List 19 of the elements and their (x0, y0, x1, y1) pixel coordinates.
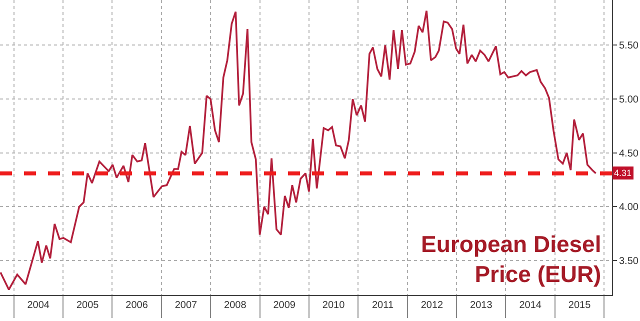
x-tick-label: 2012 (420, 300, 444, 311)
x-tick-label: 2010 (322, 300, 346, 311)
x-tick-label: 2009 (273, 300, 296, 311)
x-tick-label: 2014 (519, 300, 542, 311)
annotation: European Diesel Price (EUR) (421, 231, 602, 287)
x-tick-label: 2007 (174, 300, 198, 311)
x-tick-label: 2015 (568, 300, 592, 311)
y-tick-label: 4.50 (619, 148, 639, 160)
x-tick-label: 2013 (470, 300, 493, 311)
x-tick-label: 2005 (76, 300, 100, 311)
x-tick-label: 2008 (224, 300, 247, 311)
y-tick-label: 3.50 (619, 256, 639, 268)
x-tick-label: 2006 (126, 300, 148, 311)
y-tick-label: 5.00 (619, 94, 639, 106)
x-tick-label: 2011 (372, 300, 394, 311)
y-tick-label: 4.00 (619, 202, 639, 214)
ref-line-label: 4.31 (614, 168, 632, 178)
x-tick-label: 2004 (27, 300, 50, 311)
y-tick-label: 5.50 (619, 40, 639, 52)
